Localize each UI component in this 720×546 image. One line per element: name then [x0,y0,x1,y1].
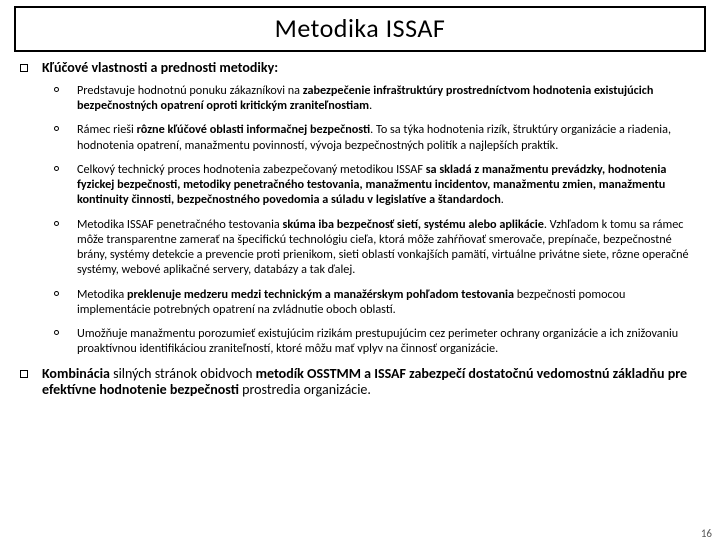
list-item-bold: rôzne kľúčové oblasti informačnej bezpeč… [137,122,371,137]
circle-bullet-icon [54,166,59,171]
list-item-pre: Metodika [77,287,127,302]
list-item-bold: preklenuje medzeru medzi technickým a ma… [127,287,514,302]
section-heading-row: Kľúčové vlastnosti a prednosti metodiky: [20,60,700,77]
circle-bullet-icon [54,126,59,131]
closing-span-2: prostredia organizácie. [239,381,371,398]
title-box: Metodika ISSAF [14,6,706,52]
list-item-text: Predstavuje hodnotnú ponuku zákazníkovi … [77,83,700,114]
circle-bullet-icon [54,291,59,296]
list-item-post: . [501,192,504,207]
list-item-text: Celkový technický proces hodnotenia zabe… [77,162,700,208]
list-item-text: Umožňuje manažmentu porozumieť existujúc… [77,326,700,357]
list-item-post: . [369,98,372,113]
circle-bullet-icon [54,87,59,92]
square-bullet-icon [20,64,28,72]
list-item-pre: Metodika ISSAF penetračného testovania [77,217,282,232]
closing-text: Kombinácia silných stránok obidvoch meto… [42,366,700,400]
list-item-text: Metodika preklenuje medzeru medzi techni… [77,287,700,318]
list-item-text: Metodika ISSAF penetračného testovania s… [77,217,700,278]
page-title: Metodika ISSAF [16,12,704,44]
list-item: Metodika preklenuje medzeru medzi techni… [54,287,700,318]
list-item-pre: Umožňuje manažmentu porozumieť existujúc… [77,326,678,356]
list-item: Metodika ISSAF penetračného testovania s… [54,217,700,278]
list-item: Celkový technický proces hodnotenia zabe… [54,162,700,208]
list-item: Umožňuje manažmentu porozumieť existujúc… [54,326,700,357]
closing-bold-1: Kombinácia [42,365,110,382]
closing-row: Kombinácia silných stránok obidvoch meto… [20,366,700,400]
circle-bullet-icon [54,221,59,226]
square-bullet-icon [20,370,28,378]
list-item-bold: skúma iba bezpečnosť sietí, systému aleb… [282,217,543,232]
content: Kľúčové vlastnosti a prednosti metodiky:… [0,60,720,399]
closing-span-1: silných stránok obidvoch [110,365,256,382]
section-heading: Kľúčové vlastnosti a prednosti metodiky: [42,60,278,77]
list-item-pre: Celkový technický proces hodnotenia zabe… [77,162,426,177]
circle-bullet-icon [54,330,59,335]
list-item-text: Rámec rieši rôzne kľúčové oblasti inform… [77,122,700,153]
list-item: Predstavuje hodnotnú ponuku zákazníkovi … [54,83,700,114]
list-item-pre: Rámec rieši [77,122,137,137]
list-item: Rámec rieši rôzne kľúčové oblasti inform… [54,122,700,153]
page-number: 16 [701,527,712,540]
list-item-pre: Predstavuje hodnotnú ponuku zákazníkovi … [77,83,303,98]
